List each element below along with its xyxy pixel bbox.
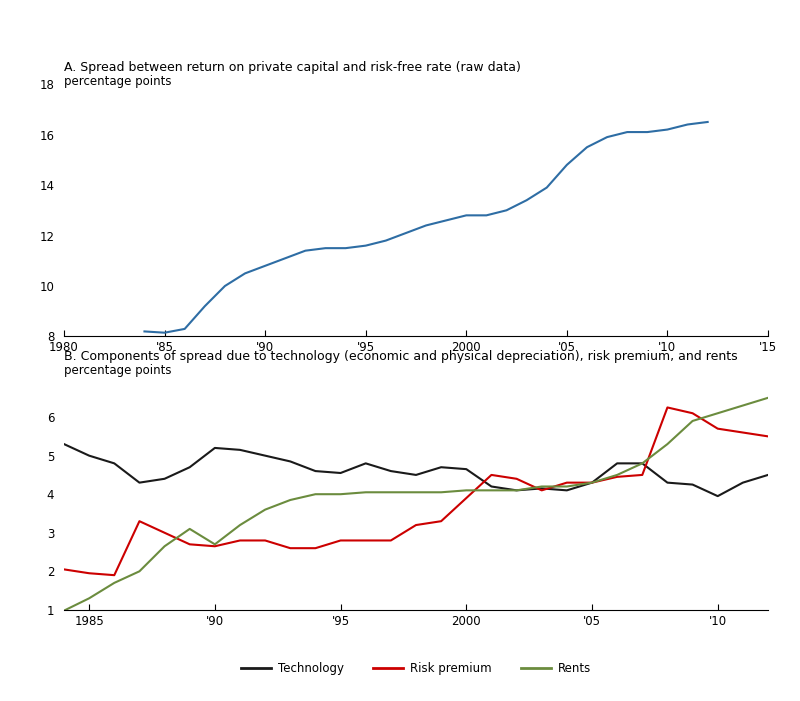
Text: A. Spread between return on private capital and risk-free rate (raw data): A. Spread between return on private capi…: [64, 60, 521, 74]
Legend: Technology, Risk premium, Rents: Technology, Risk premium, Rents: [237, 658, 595, 680]
Text: percentage points: percentage points: [64, 74, 171, 88]
Text: B. Components of spread due to technology (economic and physical depreciation), : B. Components of spread due to technolog…: [64, 350, 738, 363]
Text: percentage points: percentage points: [64, 364, 171, 377]
